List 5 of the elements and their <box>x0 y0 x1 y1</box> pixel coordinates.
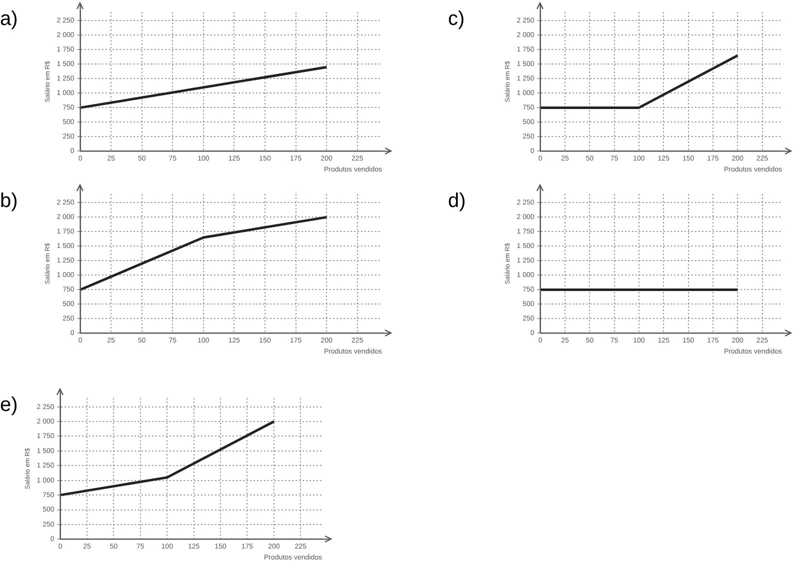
chart-title: e) <box>0 394 18 417</box>
chart-title: c) <box>448 8 465 31</box>
chart-title: b) <box>0 190 18 213</box>
chart-title: d) <box>448 190 466 213</box>
chart-title: a) <box>0 8 18 31</box>
